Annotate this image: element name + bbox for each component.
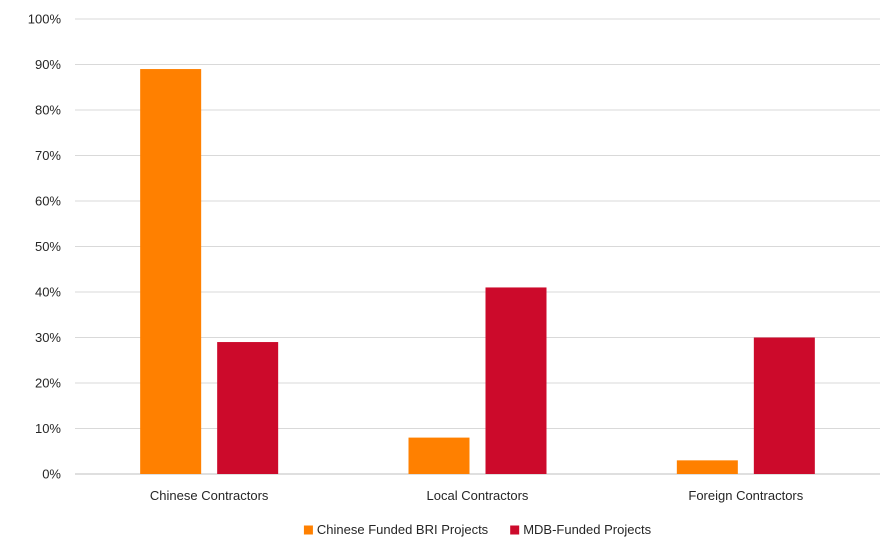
bar-mdb-funded-projects-local-contractors — [485, 287, 547, 474]
x-tick-label: Chinese Contractors — [150, 488, 269, 503]
bar-mdb-funded-projects-chinese-contractors — [217, 342, 279, 474]
bar-mdb-funded-projects-foreign-contractors — [753, 337, 815, 474]
y-tick-label: 20% — [35, 376, 61, 391]
legend-swatch — [510, 525, 520, 535]
y-tick-label: 50% — [35, 239, 61, 254]
y-tick-label: 70% — [35, 148, 61, 163]
y-tick-label: 60% — [35, 194, 61, 209]
y-tick-label: 0% — [42, 467, 61, 482]
y-tick-label: 90% — [35, 57, 61, 72]
y-tick-label: 10% — [35, 421, 61, 436]
y-axis-ticks: 0% 10% 20% 30% 40% 50% 60% 70% 80% 90% 100% — [28, 12, 62, 482]
x-axis-ticks: Chinese Contractors Local Contractors Fore… — [150, 488, 804, 503]
bar-chinese-funded-bri-projects-foreign-contractors — [676, 460, 738, 474]
x-tick-label: Local Contractors — [427, 488, 529, 503]
bar-chinese-funded-bri-projects-local-contractors — [408, 437, 470, 474]
bars — [140, 69, 815, 475]
y-tick-label: 100% — [28, 12, 62, 27]
legend-label: Chinese Funded BRI Projects — [317, 522, 489, 537]
gridlines — [75, 18, 880, 475]
y-tick-label: 30% — [35, 330, 61, 345]
legend: Chinese Funded BRI Projects MDB-Funded Pr… — [303, 522, 652, 537]
y-tick-label: 80% — [35, 103, 61, 118]
x-tick-label: Foreign Contractors — [688, 488, 803, 503]
y-tick-label: 40% — [35, 285, 61, 300]
bar-chinese-funded-bri-projects-chinese-contractors — [140, 69, 202, 475]
legend-label: MDB-Funded Projects — [523, 522, 651, 537]
legend-swatch — [303, 525, 313, 535]
